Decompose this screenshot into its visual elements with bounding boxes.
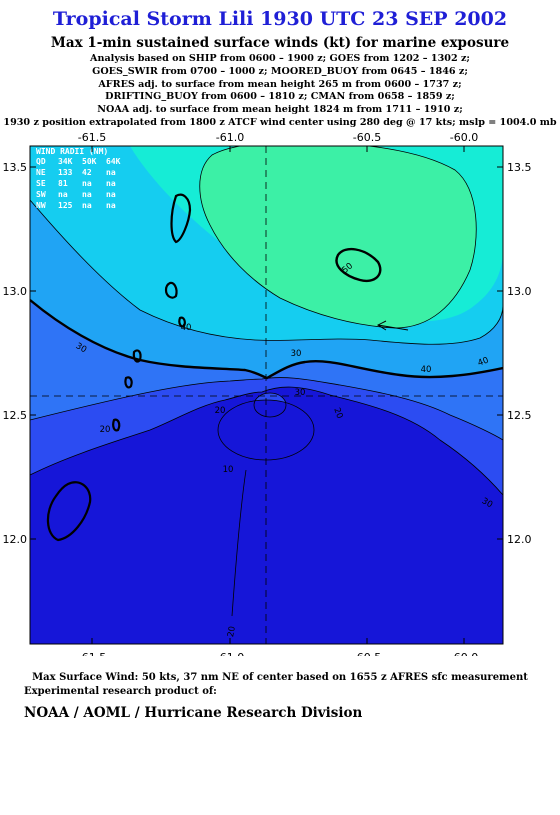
lon-tick-label-top: -61.0: [216, 131, 244, 144]
lat-tick-label-left: 13.0: [3, 285, 28, 298]
wind-radii-table: WIND RADII (NM)QD 34K 50K 64K NE 133 42 na SE 81 n…: [36, 147, 121, 210]
map-frame: [29, 145, 504, 645]
wind-radii-cell: 133: [58, 168, 73, 177]
contour-label: 30: [295, 388, 306, 398]
wind-radii-cell: na: [82, 179, 92, 188]
dip-low: [218, 400, 314, 460]
experimental-note: Experimental research product of:: [24, 686, 217, 697]
wind-radii-cell: na: [106, 179, 116, 188]
info-line: NOAA adj. to surface from mean height 18…: [97, 104, 463, 116]
analysis-info: Analysis based on SHIP from 0600 – 1900 …: [0, 53, 560, 130]
wind-radii-column: QD: [36, 157, 46, 166]
contour-label: 20: [226, 625, 238, 637]
wind-radii-column: 64K: [106, 157, 121, 166]
wind-radii-cell: na: [106, 201, 116, 210]
grenadines-island: [112, 418, 121, 432]
lat-tick-label-left: 13.5: [3, 161, 28, 174]
organization-name: NOAA / AOML / Hurricane Research Divisio…: [24, 705, 363, 721]
motion-arrow: [376, 320, 409, 331]
st-vincent-island: [164, 281, 178, 299]
max-wind-note: Max Surface Wind: 50 kts, 37 nm NE of ce…: [32, 672, 528, 683]
axis-ticks: -61.5 -61.5 -61.0 -61.0 -60.5 -60.5 -60.0 -60.0…: [3, 131, 532, 656]
map-subtitle: Max 1-min sustained surface winds (kt) f…: [50, 35, 510, 51]
lat-tick-label-right: 13.5: [507, 161, 532, 174]
wind-radii-cell: na: [82, 190, 92, 199]
lat-tick-label-right: 12.0: [507, 533, 532, 546]
st-lucia-island: [170, 193, 192, 244]
wind-radii-column: 34K: [58, 157, 73, 166]
grenada-island: [46, 481, 92, 542]
wind-radii-column: 50K: [82, 157, 97, 166]
lon-tick-label-bottom: -60.5: [353, 651, 381, 656]
contour-label: 30: [480, 496, 494, 510]
wind-contour-fill: [30, 146, 503, 644]
lat-tick-label-left: 12.0: [3, 533, 28, 546]
wind-radii-cell: 81: [58, 179, 68, 188]
lon-tick-label-bottom: -61.0: [216, 651, 244, 656]
wind-radii-cell: NW: [36, 201, 46, 210]
info-line: Analysis based on SHIP from 0600 – 1900 …: [90, 53, 470, 64]
grenadines-island: [132, 349, 142, 363]
lon-tick-label-bottom: -60.0: [450, 651, 478, 656]
wind-radii-cell: SE: [36, 179, 46, 188]
lat-tick-label-right: 12.5: [507, 409, 532, 422]
lon-tick-label-top: -61.5: [78, 131, 106, 144]
islet: [178, 316, 186, 328]
wind-radii-cell: 42: [82, 168, 92, 177]
contour-label: 40: [421, 365, 432, 375]
contour-label: 30: [74, 341, 88, 355]
carriacou-island: [124, 376, 133, 389]
wind-radii-cell: na: [58, 190, 68, 199]
wind-radii-cell: NE: [36, 168, 46, 177]
info-line: AFRES adj. to surface from mean height 2…: [98, 78, 462, 90]
wind-radii-cell: SW: [36, 190, 46, 199]
contour-label: 20: [331, 407, 344, 421]
info-line: GOES_SWIR from 0700 – 1000 z; MOORED_BUO…: [92, 65, 468, 77]
lon-tick-label-bottom: -61.5: [78, 651, 106, 656]
lat-tick-label-left: 12.5: [3, 409, 28, 422]
band-45kt: [199, 146, 477, 328]
center-crosshair: [30, 146, 503, 644]
lon-tick-label-top: -60.0: [450, 131, 478, 144]
wind-radii-cell: 125: [58, 201, 73, 210]
lon-tick-label-top: -60.5: [353, 131, 381, 144]
wind-radii-header: WIND RADII (NM): [36, 147, 108, 156]
coastlines: [46, 193, 192, 542]
contour-label: 40: [181, 323, 192, 333]
contour-label: 20: [100, 425, 111, 435]
wind-radii-cell: na: [106, 168, 116, 177]
wind-radii-cell: na: [106, 190, 116, 199]
wind-radii-cell: na: [82, 201, 92, 210]
info-line: 1930 z position extrapolated from 1800 z…: [3, 116, 557, 128]
contour-label: 20: [215, 406, 226, 416]
contour-label: 10: [223, 465, 234, 475]
contour-label: 30: [291, 349, 302, 359]
lat-tick-label-right: 13.0: [507, 285, 532, 298]
contour-label: 40: [477, 356, 491, 369]
info-line: DRIFTING_BUOY from 0600 – 1810 z; CMAN f…: [105, 91, 455, 103]
map-title: Tropical Storm Lili 1930 UTC 23 SEP 2002: [52, 8, 508, 30]
